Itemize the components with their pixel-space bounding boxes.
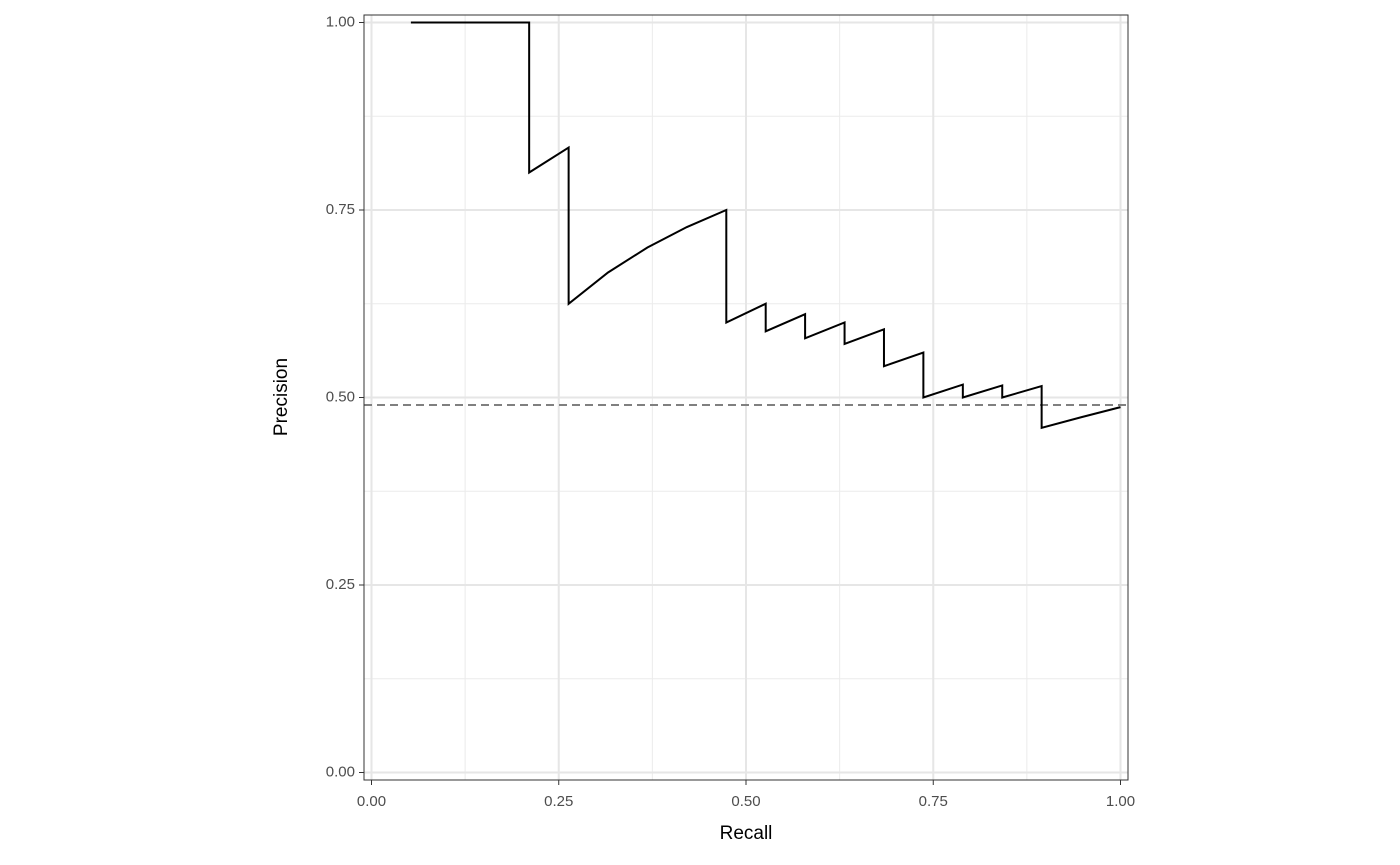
panel-border [363, 14, 1129, 781]
y-tick-label: 0.25 [326, 576, 355, 593]
x-tick-label: 1.00 [1106, 793, 1135, 810]
y-tick-label: 0.75 [326, 201, 355, 218]
x-tick-label: 0.25 [544, 793, 573, 810]
y-axis-title: Precision [271, 358, 292, 436]
x-tick-label: 0.50 [731, 793, 760, 810]
x-axis-title: Recall [720, 823, 773, 844]
pr-curve [410, 21, 1121, 430]
y-tick-label: 0.00 [326, 763, 355, 780]
x-tick-label: 0.00 [357, 793, 386, 810]
x-tick-label: 0.75 [919, 793, 948, 810]
y-tick-label: 1.00 [326, 13, 355, 30]
y-tick-label: 0.50 [326, 388, 355, 405]
